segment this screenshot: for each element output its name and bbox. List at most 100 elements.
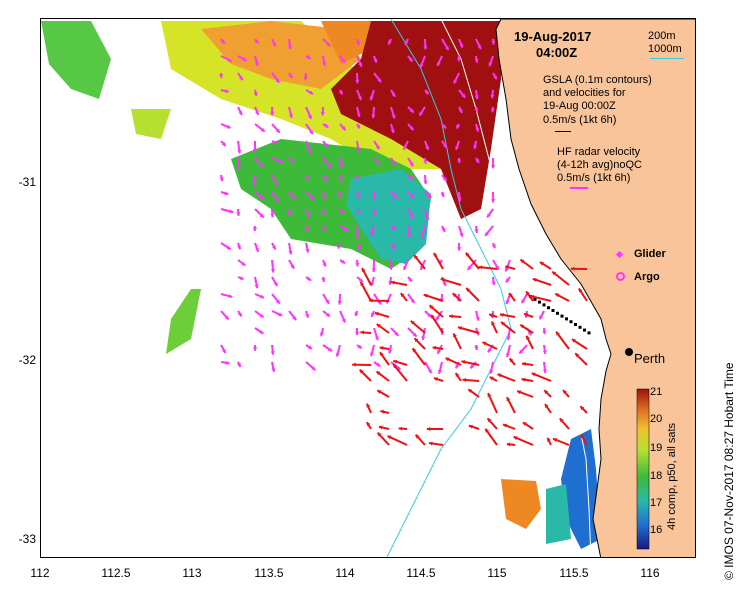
gsla-vector-head xyxy=(255,247,259,252)
x-tick-label: 115.5 xyxy=(559,566,589,580)
hf-radar-vector-head xyxy=(369,298,373,303)
hf-radar-vector-head xyxy=(489,313,494,318)
gsla-vector-head xyxy=(271,368,276,372)
gsla-vector-head xyxy=(241,261,246,266)
gsla-vector-head xyxy=(421,336,426,341)
hf-radar-vector-head xyxy=(366,422,371,427)
gsla-vector-head xyxy=(369,352,374,357)
hf-radar-vector-head xyxy=(380,352,384,357)
gsla-vector-head xyxy=(260,195,264,200)
gsla-vector-head xyxy=(309,130,313,135)
gsla-vector-head xyxy=(473,145,478,149)
gsla-vector-head xyxy=(474,346,479,351)
hf-radar-vector-head xyxy=(532,277,537,282)
gsla-vector-head xyxy=(370,312,375,317)
gsla-vector-head xyxy=(287,211,292,216)
hf-radar-vector-head xyxy=(462,377,467,383)
gsla-vector-head xyxy=(542,369,547,373)
gsla-vector-head xyxy=(358,278,363,282)
gsla-vector-head xyxy=(304,176,309,181)
gsla-vector-head xyxy=(393,194,398,199)
hf-radar-vector-head xyxy=(378,425,383,430)
gsla-vector-head xyxy=(274,181,278,186)
gsla-vector-head xyxy=(237,312,242,317)
gsla-vector-head xyxy=(306,276,311,281)
legend-200m: 200m xyxy=(648,30,676,42)
hf-radar-vector-head xyxy=(552,271,557,276)
hf-radar-vector-head xyxy=(478,265,483,270)
gsla-vector-head xyxy=(474,58,479,63)
gsla-vector-head xyxy=(539,315,544,320)
gsla-vector-head xyxy=(237,149,242,154)
gsla-vector-head xyxy=(306,214,311,219)
gsla-vector-head xyxy=(278,312,283,317)
gsla-vector-head xyxy=(403,145,407,150)
glider-point xyxy=(587,331,591,335)
gsla-vector-head xyxy=(457,197,462,202)
hf-radar-vector-head xyxy=(499,312,504,317)
hf-radar-vector-head xyxy=(433,377,438,382)
gsla-vector-head xyxy=(237,245,241,250)
gsla-vector-head xyxy=(505,353,510,358)
hf-radar-vector-head xyxy=(487,418,492,423)
legend-gsla-scale: 0.5m/s (1kt 6h) xyxy=(543,114,617,126)
gsla-vector-head xyxy=(290,264,295,269)
gsla-vector-head xyxy=(356,41,360,46)
gsla-vector-head xyxy=(491,244,496,249)
sst-patch-orange xyxy=(201,21,361,89)
hf-radar-vector xyxy=(513,435,534,446)
gsla-vector-head xyxy=(270,268,275,273)
gsla-vector-head xyxy=(321,210,326,215)
hf-radar-vector-head xyxy=(545,404,549,409)
gsla-vector-head xyxy=(474,95,479,100)
hf-radar-vector-head xyxy=(501,321,506,326)
gsla-vector-head xyxy=(344,227,349,231)
hf-radar-vector-head xyxy=(423,293,428,298)
hf-radar-vector-head xyxy=(393,364,398,369)
hf-radar-vector-head xyxy=(513,436,518,441)
gsla-vector-head xyxy=(455,145,460,150)
gsla-vector-head xyxy=(335,352,340,357)
gsla-vector-head xyxy=(290,158,295,163)
gsla-vector-head xyxy=(442,282,447,287)
sst-patch-south-teal xyxy=(546,484,571,544)
legend-1000m-swatch xyxy=(650,58,684,59)
gsla-vector-head xyxy=(442,124,446,129)
gsla-vector-head xyxy=(442,177,447,182)
hf-radar-vector xyxy=(555,331,570,350)
gsla-vector-head xyxy=(412,332,417,337)
legend-gsla-2: and velocities for xyxy=(543,87,626,99)
gsla-vector-head xyxy=(356,124,360,129)
x-tick-label: 114.5 xyxy=(406,566,436,580)
colorbar xyxy=(636,388,650,550)
map-date: 19-Aug-2017 xyxy=(514,29,592,44)
gsla-vector-head xyxy=(371,114,376,119)
gsla-vector-head xyxy=(355,235,360,239)
city-label-perth: Perth xyxy=(634,351,666,366)
gsla-vector-head xyxy=(224,315,229,320)
gsla-vector-head xyxy=(253,92,258,96)
hf-radar-velocity-vectors xyxy=(352,252,588,447)
hf-radar-vector xyxy=(457,326,480,334)
gsla-vector-head xyxy=(259,313,264,318)
hf-radar-vector-head xyxy=(468,424,473,429)
gsla-vector-head xyxy=(505,300,510,305)
gsla-vector-head xyxy=(220,39,225,44)
gsla-vector-head xyxy=(322,227,326,232)
gsla-vector-head xyxy=(373,58,378,63)
hf-radar-vector-head xyxy=(503,423,507,428)
gsla-vector-head xyxy=(275,128,280,133)
hf-radar-vector-head xyxy=(506,442,511,447)
hf-radar-vector-head xyxy=(359,369,364,374)
gsla-vector-head xyxy=(391,92,396,97)
hf-radar-vector-head xyxy=(580,434,585,439)
gsla-vector-head xyxy=(436,61,441,66)
gsla-vector-head xyxy=(491,281,496,286)
hf-radar-vector xyxy=(465,252,480,270)
gsla-vector-head xyxy=(274,140,279,145)
gsla-vector-head xyxy=(288,114,293,118)
gsla-vector-head xyxy=(358,62,363,67)
gsla-vector-head xyxy=(355,79,360,84)
hf-radar-vector-head xyxy=(461,359,466,365)
hf-radar-vector-head xyxy=(352,362,356,367)
